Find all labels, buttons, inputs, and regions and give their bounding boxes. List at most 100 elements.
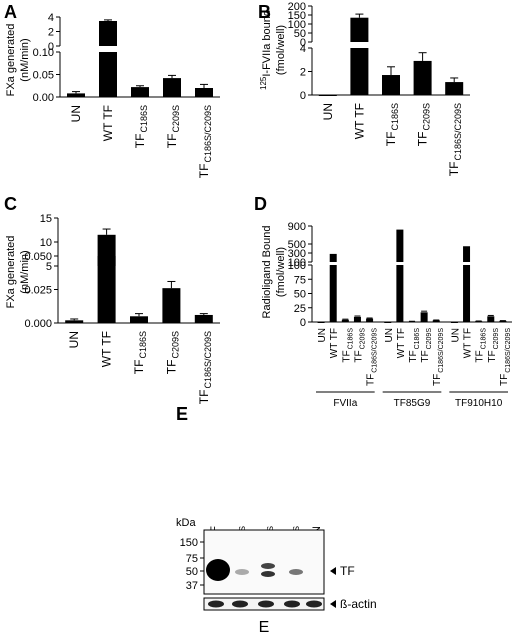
panelA-bar-1-upper [99, 20, 117, 46]
panelB-cat-label-1-main: WT TF [352, 103, 366, 139]
panelC-bar-4 [194, 314, 213, 323]
panelA-cat-label-2-sub: C186S [139, 105, 149, 133]
panelA-tick-label-lower-1: 0.05 [33, 70, 54, 82]
panel-d-bar-2-1-lower [463, 265, 471, 322]
panel-e-actin-band-2 [258, 600, 274, 608]
panel-e-caption: E [259, 619, 270, 636]
panel-d-cat-label-0-2-main: TF [341, 350, 352, 362]
panelB-cat-label-0: UN [321, 103, 335, 120]
panelB-cat-label-3: TFC209S [416, 103, 432, 146]
panel-d-cat-label-1-3-main: TF [420, 350, 431, 362]
panel-e-blot: WT TFTFC186STFC209STFC186S/C209SUNkDa150… [176, 517, 377, 636]
panelB-cat-label-2-sub: C186S [390, 103, 400, 131]
panel-d-group-label-1: TF85G9 [394, 398, 431, 409]
panel-d-cat-label-1-2-sub: C186S [414, 328, 421, 350]
panel-d-bar-1-0 [384, 322, 392, 323]
panelB-tick-label-lower-0: 0 [300, 90, 306, 102]
panelA-tick-label-lower-0: 0.00 [33, 92, 54, 104]
panel-d-cat-label-1-0: UN [384, 328, 395, 342]
panel-d-cat-label-2-1-main: WT TF [463, 328, 474, 358]
panelB-cat-label-4-sub: C186S/C209S [453, 103, 463, 161]
panel-d-cat-label-2-4-sub: C186S/C209S [505, 328, 512, 373]
panel-d-cat-label-2-3-main: TF [487, 350, 498, 362]
panel-e-tf-arrow [330, 567, 336, 575]
panel-d-cat-label-2-3-sub: C209S [493, 328, 500, 350]
panelC-tick-label-upper-2: 15 [40, 213, 52, 225]
panel-d-cat-label-0-3-sub: C209S [359, 328, 366, 350]
panel-d-bar-0-3 [353, 316, 361, 322]
panel-e-actin-band-1 [232, 600, 248, 608]
panel-d-letter: D [254, 194, 267, 214]
panel-e-marker-3: 37 [186, 580, 198, 592]
panel-d-bar-0-0 [317, 322, 325, 323]
panelC-cat-label-1-main: WT TF [100, 331, 114, 367]
panel-d-bar-2-2 [475, 321, 483, 323]
panel-d-bar-1-1-lower [396, 265, 404, 322]
panelA-cat-label-2: TFC186S [133, 105, 149, 148]
panelC-tick-label-upper-0: 5 [46, 261, 52, 273]
panelB-bar-1-upper [350, 17, 369, 42]
panel-d-tick-label-lower-0: 0 [300, 317, 306, 329]
panelB-cat-label-3-sub: C209S [422, 103, 432, 131]
panelC-cat-label-1: WT TF [100, 331, 114, 367]
panel-d-cat-label-1-3-sub: C209S [426, 328, 433, 350]
panelA-cat-label-0-main: UN [69, 105, 83, 122]
panelB-tick-label-upper-4: 200 [288, 1, 306, 13]
panel-d-bar-1-1-upper [396, 229, 404, 262]
panelC-cat-label-3: TFC209S [164, 331, 180, 374]
panel-d-tick-label-upper-2: 500 [288, 239, 306, 251]
panel-d-cat-label-2-4: TFC186S/C209S [499, 328, 512, 386]
panel-d-bar-0-1-upper [329, 253, 337, 262]
panel-e-actin-band-3 [284, 600, 300, 608]
panelC-cat-label-2: TFC186S [132, 331, 148, 374]
panel-b-ylabel-2: (fmol/well) [275, 25, 287, 75]
panel-d-cat-label-0-4: TFC186S/C209S [366, 328, 379, 386]
panel-d-tick-label-upper-3: 900 [288, 221, 306, 233]
panel-d-bar-0-4 [366, 318, 374, 322]
panelC-cat-label-2-main: TF [132, 360, 146, 375]
panel-d-group-label-2: TF910H10 [455, 398, 503, 409]
panelB-bar-1-lower [350, 48, 369, 95]
panel-a-ylabel-2: (nM/min) [19, 38, 31, 81]
panel-d-bar-1-3 [420, 312, 428, 322]
panelA-tick-label-upper-1: 2 [48, 27, 54, 39]
panel-d-bar-0-2 [341, 319, 349, 322]
panelA-cat-label-4-sub: C186S/C209S [203, 105, 213, 163]
panel-d-cat-label-0-0-main: UN [317, 328, 328, 342]
panelB-cat-label-4: TFC186S/C209S [447, 103, 463, 176]
panel-d-cat-label-1-1-main: WT TF [396, 328, 407, 358]
panel-d-cat-label-2-3: TFC209S [487, 328, 500, 363]
panel-d-cat-label-2-2: TFC186S [475, 328, 488, 363]
panelB-tick-label-lower-2: 4 [300, 43, 306, 55]
panel-e-band-wt-tf [206, 559, 230, 581]
panelC-cat-label-0-main: UN [67, 331, 81, 348]
panel-e-band-c186s [235, 569, 249, 575]
panel-d-cat-label-1-0-main: UN [384, 328, 395, 342]
panel-c-letter: C [4, 194, 17, 214]
panelA-cat-label-1: WT TF [101, 105, 115, 141]
panelC-cat-label-4-main: TF [197, 390, 211, 405]
panel-d-cat-label-0-2-sub: C186S [347, 328, 354, 350]
panelC-tick-label-upper-1: 10 [40, 237, 52, 249]
panelA-tick-label-lower-2: 0.10 [33, 47, 54, 59]
panel-a-ylabel-1: FXa generated [5, 24, 17, 97]
panel-b-ylabel-1: 125I-FVIIa bound [259, 10, 273, 90]
panelC-cat-label-0: UN [67, 331, 81, 348]
panelB-bar-2 [382, 75, 400, 95]
panelB-cat-label-2-main: TF [384, 132, 398, 147]
panel-e-marker-1: 75 [186, 553, 198, 565]
panelB-cat-label-4-main: TF [447, 162, 461, 177]
panel-d-tick-label-lower-4: 100 [288, 260, 306, 272]
panel-d-tick-label-lower-1: 25 [294, 303, 306, 315]
panel-e-band-c209s-a [261, 563, 275, 569]
panel-d-cat-label-0-1-main: WT TF [329, 328, 340, 358]
panel-d-cat-label-0-1: WT TF [329, 328, 340, 358]
panelC-bar-2 [130, 316, 148, 323]
panel-d-cat-label-2-0-main: UN [450, 328, 461, 342]
panelB-tick-label-upper-1: 50 [294, 28, 306, 40]
panelC-bar-1-upper [97, 234, 116, 266]
panelC-tick-label-lower-1: 0.025 [24, 285, 52, 297]
panelB-bar-3 [413, 60, 432, 95]
